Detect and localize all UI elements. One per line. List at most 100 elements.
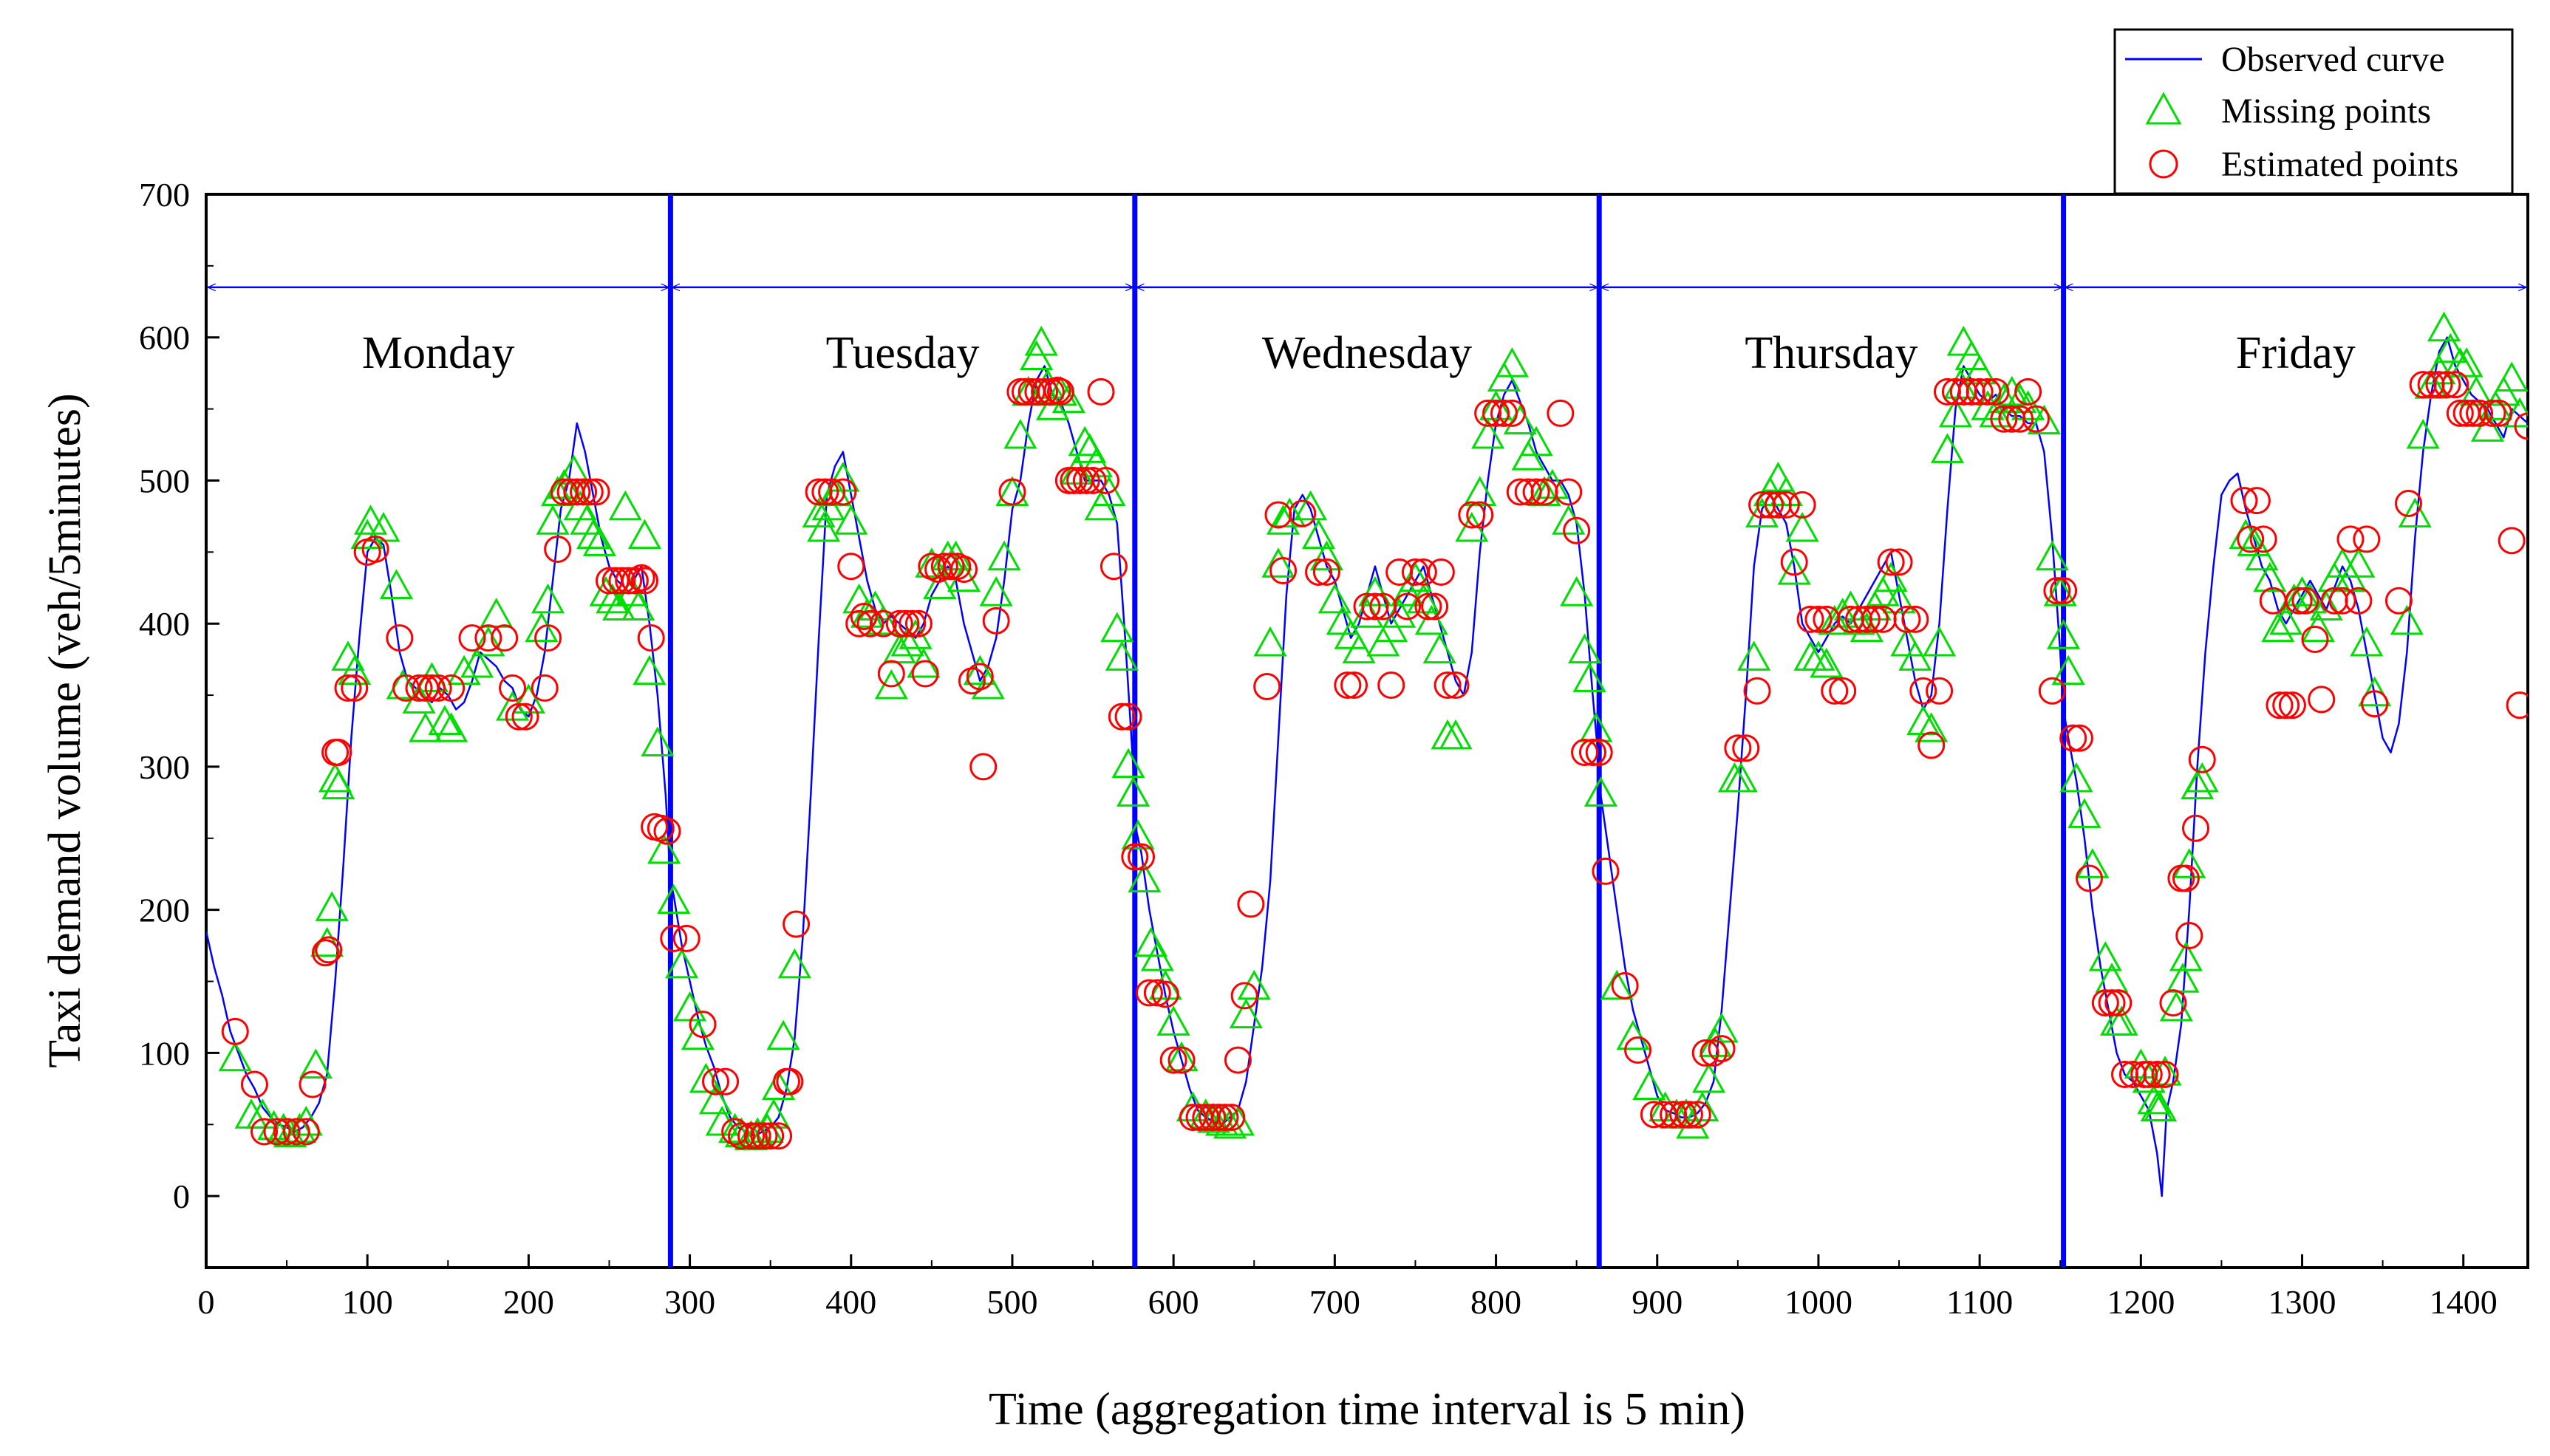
estimated-point bbox=[937, 553, 965, 581]
y-tick-label: 400 bbox=[139, 605, 190, 643]
missing-point bbox=[273, 1117, 307, 1147]
estimated-point bbox=[1151, 980, 1179, 1008]
missing-point bbox=[1600, 969, 1634, 1000]
missing-point bbox=[1128, 862, 1162, 893]
estimated-point bbox=[1269, 557, 1298, 585]
missing-point bbox=[2088, 941, 2122, 971]
missing-point bbox=[2358, 676, 2392, 707]
estimated-point bbox=[2433, 371, 2461, 399]
x-axis-title: Time (aggregation time interval is 5 min… bbox=[989, 1384, 1745, 1435]
estimated-point bbox=[2272, 691, 2300, 720]
missing-point bbox=[1971, 390, 2005, 420]
estimated-point bbox=[2104, 989, 2133, 1017]
estimated-point bbox=[1926, 677, 1954, 705]
estimated-point bbox=[757, 1122, 785, 1150]
estimated-point bbox=[2175, 922, 2203, 950]
estimated-point bbox=[627, 564, 655, 592]
estimated-point bbox=[1804, 605, 1833, 633]
estimated-point bbox=[712, 1067, 740, 1096]
estimated-point bbox=[2249, 525, 2277, 553]
legend-estimated-label: Estimated points bbox=[2221, 145, 2458, 184]
missing-point bbox=[762, 1070, 796, 1101]
missing-point bbox=[1692, 1062, 1726, 1093]
estimated-point bbox=[2308, 686, 2336, 714]
estimated-point bbox=[1611, 971, 1639, 999]
missing-point bbox=[1801, 640, 1835, 671]
estimated-point bbox=[1087, 377, 1115, 406]
estimated-point bbox=[544, 535, 572, 563]
missing-point bbox=[2422, 354, 2456, 385]
missing-point bbox=[1229, 998, 1263, 1029]
y-tick-label: 600 bbox=[139, 319, 190, 357]
estimated-point bbox=[1592, 857, 1620, 885]
missing-point bbox=[245, 1098, 279, 1129]
estimated-point bbox=[1458, 501, 1486, 529]
estimated-point bbox=[2076, 864, 2104, 892]
estimated-point bbox=[1893, 605, 1921, 633]
estimated-point bbox=[1253, 672, 1281, 700]
missing-point bbox=[2495, 361, 2528, 392]
y-tick-label: 0 bbox=[173, 1178, 190, 1215]
estimated-point bbox=[263, 1118, 291, 1146]
y-tick-label: 700 bbox=[139, 176, 190, 213]
missing-point bbox=[681, 1019, 715, 1050]
missing-point bbox=[1422, 633, 1456, 664]
missing-point bbox=[2350, 626, 2384, 657]
estimated-point bbox=[1796, 605, 1824, 633]
estimated-point bbox=[424, 674, 452, 702]
estimated-point bbox=[850, 603, 878, 631]
estimated-point bbox=[1100, 553, 1128, 581]
estimated-point bbox=[2091, 989, 2119, 1017]
missing-point bbox=[582, 526, 616, 556]
estimated-point bbox=[1204, 1104, 1233, 1132]
estimated-point bbox=[1780, 548, 1808, 576]
estimated-point bbox=[1466, 501, 1494, 529]
estimated-point bbox=[386, 624, 414, 652]
estimated-point bbox=[727, 1122, 755, 1150]
estimated-point bbox=[2022, 405, 2050, 433]
estimated-point bbox=[2336, 525, 2365, 553]
estimated-point bbox=[615, 567, 643, 595]
estimated-point bbox=[1264, 501, 1292, 529]
estimated-point bbox=[899, 609, 927, 638]
missing-point bbox=[1383, 598, 1417, 628]
missing-point bbox=[1342, 633, 1376, 664]
estimated-point bbox=[1135, 979, 1163, 1007]
estimated-point bbox=[721, 1118, 749, 1146]
missing-point bbox=[1503, 404, 1537, 435]
estimated-point bbox=[2259, 587, 2287, 615]
missing-point bbox=[1930, 433, 1965, 463]
missing-point bbox=[1560, 576, 1594, 606]
estimated-point bbox=[1901, 605, 1929, 633]
missing-point bbox=[979, 576, 1013, 606]
estimated-point bbox=[491, 624, 519, 652]
missing-point bbox=[1439, 719, 1473, 750]
estimated-point bbox=[334, 674, 362, 702]
estimated-point bbox=[2441, 371, 2469, 399]
missing-point bbox=[525, 612, 559, 643]
estimated-point bbox=[1409, 558, 1437, 586]
estimated-point bbox=[1861, 605, 1889, 633]
estimated-point bbox=[637, 624, 665, 652]
missing-point bbox=[2059, 762, 2093, 793]
missing-point bbox=[1938, 397, 1972, 428]
missing-point bbox=[2253, 561, 2287, 592]
estimated-point bbox=[1211, 1104, 1239, 1132]
missing-point bbox=[428, 705, 462, 735]
estimated-point bbox=[282, 1118, 310, 1146]
estimated-point bbox=[1490, 399, 1518, 427]
missing-point bbox=[724, 1117, 758, 1147]
x-tick-label: 1300 bbox=[2268, 1283, 2336, 1321]
estimated-point bbox=[1691, 1039, 1719, 1067]
missing-point bbox=[1205, 1105, 1239, 1136]
estimated-point bbox=[1563, 516, 1591, 544]
missing-point bbox=[923, 569, 957, 599]
estimated-point bbox=[1852, 605, 1881, 633]
estimated-point bbox=[2498, 527, 2526, 555]
estimated-point bbox=[1289, 499, 1317, 527]
legend-missing-swatch bbox=[2145, 92, 2182, 125]
estimated-point bbox=[292, 1118, 320, 1146]
estimated-point bbox=[1522, 478, 1550, 506]
missing-point bbox=[2067, 798, 2101, 828]
estimated-point bbox=[534, 624, 562, 652]
